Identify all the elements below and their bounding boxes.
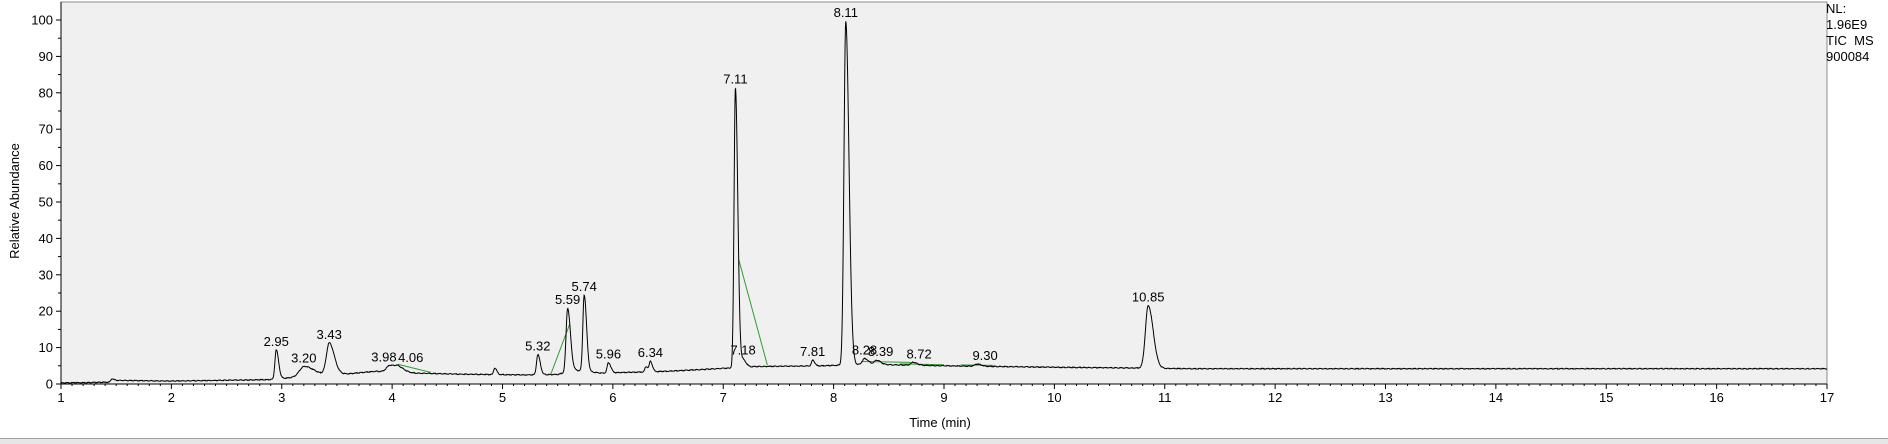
peak-label: 8.11 xyxy=(834,5,858,20)
x-tick-label: 4 xyxy=(389,390,396,405)
sample-id: 900084 xyxy=(1826,49,1874,65)
window-bottom-border xyxy=(0,438,1888,444)
peak-label: 5.96 xyxy=(596,347,621,362)
y-axis-ticks: 0 10 20 30 40 50 60 70 80 90 100 xyxy=(31,13,61,392)
peak-label: 8.72 xyxy=(906,346,931,361)
x-tick-label: 1 xyxy=(57,390,64,405)
y-tick-label: 10 xyxy=(39,340,53,355)
peak-label: 4.06 xyxy=(398,350,423,365)
peak-label: 5.32 xyxy=(525,339,550,354)
x-tick-label: 16 xyxy=(1709,390,1723,405)
nl-label: NL: xyxy=(1826,1,1874,17)
peak-label: 7.18 xyxy=(730,343,755,358)
x-tick-label: 6 xyxy=(609,390,616,405)
peak-label: 5.74 xyxy=(572,279,597,294)
x-tick-label: 14 xyxy=(1489,390,1503,405)
x-tick-label: 13 xyxy=(1378,390,1392,405)
x-tick-label: 11 xyxy=(1158,390,1172,405)
peak-label: 6.34 xyxy=(638,345,663,360)
peak-label: 3.20 xyxy=(291,351,316,366)
y-tick-label: 90 xyxy=(39,49,53,64)
peak-label: 10.85 xyxy=(1132,290,1165,305)
y-tick-label: 100 xyxy=(31,13,53,28)
y-tick-label: 20 xyxy=(39,304,53,319)
y-tick-label: 80 xyxy=(39,85,53,100)
peak-label: 7.81 xyxy=(800,344,825,359)
y-axis-title: Relative Abundance xyxy=(7,143,22,259)
x-tick-label: 2 xyxy=(168,390,175,405)
y-tick-label: 40 xyxy=(39,231,53,246)
y-tick-label: 30 xyxy=(39,267,53,282)
peak-label: 3.98 xyxy=(371,349,396,364)
x-tick-label: 7 xyxy=(720,390,727,405)
x-tick-label: 8 xyxy=(830,390,837,405)
y-tick-label: 70 xyxy=(39,122,53,137)
x-tick-label: 10 xyxy=(1047,390,1061,405)
y-tick-label: 0 xyxy=(46,377,53,392)
trace-type: TIC MS xyxy=(1826,33,1874,49)
x-tick-label: 9 xyxy=(940,390,947,405)
x-tick-label: 17 xyxy=(1820,390,1834,405)
peak-label: 8.39 xyxy=(868,344,893,359)
x-tick-label: 5 xyxy=(499,390,506,405)
x-tick-label: 12 xyxy=(1268,390,1282,405)
y-tick-label: 60 xyxy=(39,158,53,173)
x-tick-label: 15 xyxy=(1599,390,1613,405)
peak-label: 9.30 xyxy=(972,348,997,363)
y-tick-label: 50 xyxy=(39,195,53,210)
peak-label: 3.43 xyxy=(317,327,342,342)
x-axis-title: Time (min) xyxy=(909,415,971,430)
x-tick-label: 3 xyxy=(278,390,285,405)
peak-label: 5.59 xyxy=(555,292,580,307)
peak-label: 2.95 xyxy=(264,334,289,349)
nl-value: 1.96E9 xyxy=(1826,17,1874,33)
peak-label: 7.11 xyxy=(723,71,747,86)
